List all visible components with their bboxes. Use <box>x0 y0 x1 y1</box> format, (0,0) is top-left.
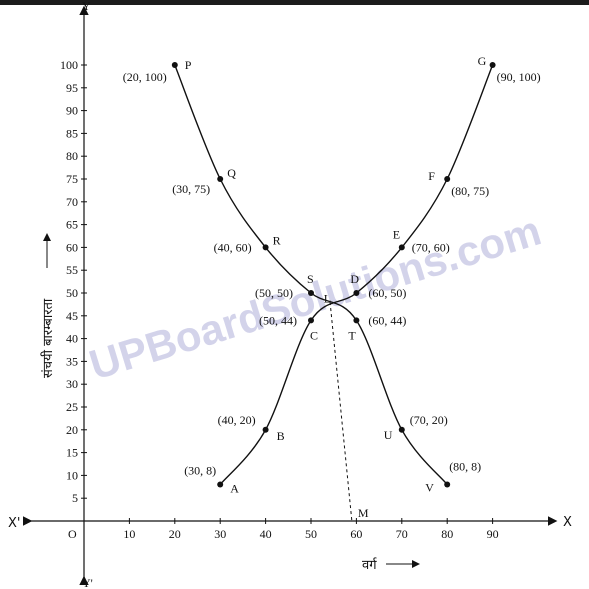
point-B <box>262 426 269 433</box>
y-tick-label-80: 80 <box>66 149 78 163</box>
point-C <box>308 317 314 324</box>
point-P <box>171 62 178 68</box>
point-V <box>444 481 451 488</box>
median-foot-label-M: M <box>358 506 369 520</box>
y-tick-label-90: 90 <box>66 104 78 118</box>
y-tick-label-55: 55 <box>66 263 78 277</box>
y-tick-label-10: 10 <box>66 468 78 482</box>
x-axis-title: वर्ग <box>362 557 378 573</box>
intersection-label-L: L <box>324 292 331 306</box>
y-tick-label-65: 65 <box>66 218 78 232</box>
x-axis-positive-label: X <box>563 515 572 530</box>
y-axis-title: संचयी बारम्बारता <box>40 298 56 378</box>
y-tick-label-35: 35 <box>66 354 78 368</box>
y-tick-label-95: 95 <box>66 81 78 95</box>
top-border <box>0 0 589 5</box>
coord-label-V: (80, 8) <box>449 460 481 474</box>
point-A <box>217 481 224 488</box>
point-E <box>398 244 405 251</box>
letter-label-B: B <box>277 429 285 443</box>
y-tick-label-15: 15 <box>66 446 78 460</box>
coord-label-F: (80, 75) <box>451 184 489 198</box>
x-tick-label-70: 70 <box>396 527 408 541</box>
point-R <box>262 244 269 251</box>
letter-label-R: R <box>273 233 281 247</box>
point-U <box>398 426 405 433</box>
y-tick-label-85: 85 <box>66 126 78 140</box>
letter-label-P: P <box>185 58 192 72</box>
y-tick-label-70: 70 <box>66 195 78 209</box>
point-F <box>444 176 451 182</box>
x-tick-label-80: 80 <box>441 527 453 541</box>
coord-label-C: (50, 44) <box>259 313 297 327</box>
x-tick-label-10: 10 <box>123 527 135 541</box>
point-D <box>353 290 360 296</box>
letter-label-D: D <box>350 272 359 286</box>
median-dashed-line <box>329 302 353 522</box>
point-T <box>353 317 360 324</box>
coord-label-U: (70, 20) <box>410 413 448 427</box>
coord-label-E: (70, 60) <box>412 240 450 254</box>
letter-label-S: S <box>307 272 314 286</box>
x-tick-label-40: 40 <box>260 527 272 541</box>
watermark-text: UPBoardSolutions.com <box>84 207 546 389</box>
point-Q <box>217 176 224 182</box>
origin-label: O <box>68 527 77 541</box>
marks: (20, 100) P (30, 75) Q (40, 60) R (50, 50) S (60… <box>123 54 541 522</box>
x-tick-label-90: 90 <box>487 527 499 541</box>
letter-label-G: G <box>478 54 487 68</box>
letter-label-A: A <box>230 482 239 496</box>
y-tick-label-40: 40 <box>66 332 78 346</box>
y-tick-label-25: 25 <box>66 400 78 414</box>
letter-label-E: E <box>393 227 400 241</box>
letter-label-T: T <box>348 328 356 342</box>
coord-label-R: (40, 60) <box>214 240 252 254</box>
y-tick-label-5: 5 <box>72 491 78 505</box>
x-tick-label-50: 50 <box>305 527 317 541</box>
x-tick-label-30: 30 <box>214 527 226 541</box>
coord-label-Q: (30, 75) <box>172 182 210 196</box>
letter-label-V: V <box>425 481 434 495</box>
y-tick-label-30: 30 <box>66 377 78 391</box>
y-tick-label-50: 50 <box>66 286 78 300</box>
point-G <box>489 62 496 68</box>
y-axis-bottom-label: Y' <box>82 576 93 589</box>
y-tick-label-20: 20 <box>66 423 78 437</box>
coord-label-D: (60, 50) <box>368 286 406 300</box>
letter-label-Q: Q <box>227 166 236 180</box>
coord-label-G: (90, 100) <box>497 70 541 84</box>
letter-label-U: U <box>384 428 393 442</box>
coord-label-P: (20, 100) <box>123 70 167 84</box>
y-tick-label-100: 100 <box>60 58 78 72</box>
y-tick-label-60: 60 <box>66 240 78 254</box>
coord-label-S: (50, 50) <box>255 286 293 300</box>
letter-label-F: F <box>428 169 435 183</box>
letter-label-C: C <box>310 328 318 342</box>
y-tick-label-45: 45 <box>66 309 78 323</box>
y-axis-top-label: Y <box>82 0 91 13</box>
coord-label-B: (40, 20) <box>218 413 256 427</box>
ticks: 10 20 30 40 50 60 70 80 90 5 10 15 20 25 30 35 40 45 50 55 6… <box>60 58 499 541</box>
y-tick-label-75: 75 <box>66 172 78 186</box>
x-tick-label-60: 60 <box>350 527 362 541</box>
coord-label-T: (60, 44) <box>368 313 406 327</box>
coord-label-A: (30, 8) <box>184 464 216 478</box>
x-tick-label-20: 20 <box>169 527 181 541</box>
x-axis-negative-label: X' <box>8 516 20 531</box>
point-S <box>308 290 314 296</box>
